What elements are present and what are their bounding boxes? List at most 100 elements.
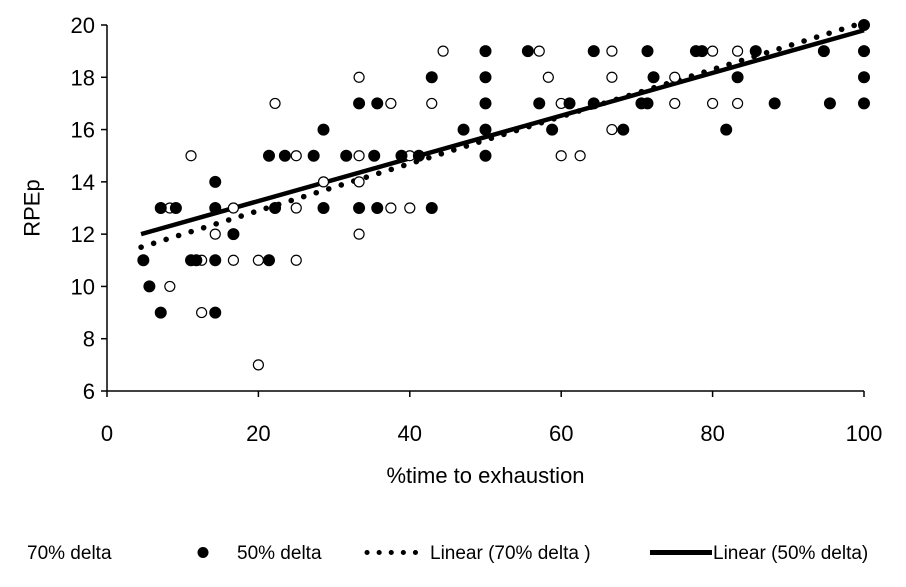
y-tick-label: 8: [83, 327, 95, 352]
point-70-delta: [353, 176, 365, 188]
point-70-delta: [290, 254, 302, 266]
point-50-delta: [154, 306, 167, 319]
point-50-delta: [587, 97, 600, 110]
point-50-delta: [143, 280, 156, 293]
point-70-delta: [227, 202, 240, 214]
y-tick-label: 16: [71, 118, 95, 143]
point-50-delta: [317, 123, 330, 136]
y-tick-label: 18: [71, 65, 95, 90]
point-50-delta: [479, 71, 492, 84]
point-70-delta: [404, 202, 416, 214]
legend-label-70-delta: 70% delta: [27, 543, 112, 564]
point-70-delta: [669, 97, 681, 110]
point-50-delta: [190, 254, 203, 267]
x-tick-label: 80: [700, 421, 724, 446]
point-70-delta: [353, 228, 365, 240]
point-70-delta: [606, 45, 618, 57]
axes: [106, 25, 864, 392]
point-70-delta: [252, 359, 264, 371]
point-50-delta: [209, 254, 222, 267]
point-50-delta: [154, 202, 167, 214]
point-50-delta: [425, 71, 438, 84]
point-50-delta: [368, 149, 381, 162]
point-50-delta: [533, 97, 546, 110]
y-tick-label: 6: [83, 379, 95, 404]
point-70-delta: [164, 280, 176, 293]
point-50-delta: [425, 202, 438, 214]
x-tick-label: 0: [101, 421, 113, 446]
x-tick-label: 20: [246, 421, 270, 446]
point-70-delta: [227, 254, 240, 266]
legend-marker-50-delta: [197, 547, 209, 558]
point-50-delta: [353, 97, 366, 110]
point-50-delta: [262, 254, 275, 267]
point-50-delta: [278, 149, 291, 162]
point-50-delta: [371, 97, 384, 110]
point-70-delta: [606, 71, 618, 83]
point-50-delta: [353, 202, 366, 214]
legend-label-linear-70: Linear (70% delta ): [430, 543, 591, 564]
point-70-delta: [437, 45, 449, 57]
point-70-delta: [426, 97, 438, 110]
legend-label-linear-50: Linear (50% delta): [713, 543, 868, 564]
point-70-delta: [706, 45, 719, 57]
point-70-delta: [533, 45, 545, 57]
point-50-delta: [731, 71, 744, 84]
point-70-delta: [555, 150, 567, 162]
legend: 70% delta 50% delta Linear (70% delta ) …: [27, 543, 868, 564]
y-tick-label: 10: [71, 274, 95, 299]
point-50-delta: [768, 97, 781, 110]
point-50-delta: [412, 149, 425, 162]
point-50-delta: [823, 97, 836, 110]
point-50-delta: [395, 149, 408, 162]
x-axis-title: %time to exhaustion: [386, 463, 584, 488]
point-50-delta: [587, 45, 600, 58]
point-70-delta: [542, 71, 554, 83]
x-tick-group: 0 20 40 60 80 100: [101, 391, 882, 446]
point-50-delta: [546, 123, 559, 136]
point-70-delta: [385, 202, 397, 214]
point-50-delta: [858, 97, 870, 110]
y-axis-title: RPEp: [20, 179, 45, 236]
point-50-delta: [227, 228, 240, 241]
point-50-delta: [317, 202, 330, 214]
point-70-delta: [669, 71, 681, 83]
x-tick-label: 40: [398, 421, 422, 446]
trendline-50-delta: [140, 28, 865, 237]
point-50-delta: [479, 149, 492, 162]
x-tick-label: 100: [846, 421, 883, 446]
legend-label-50-delta: 50% delta: [237, 543, 322, 564]
point-70-delta: [290, 202, 302, 214]
point-70-delta: [317, 176, 330, 188]
point-50-delta: [371, 202, 384, 214]
point-50-delta: [137, 254, 150, 267]
point-50-delta: [749, 45, 762, 58]
point-70-delta: [353, 150, 365, 162]
point-50-delta: [617, 123, 630, 136]
point-70-delta: [731, 97, 744, 110]
point-50-delta: [209, 202, 222, 214]
point-50-delta: [641, 97, 654, 110]
point-50-delta: [307, 149, 320, 162]
point-50-delta: [340, 149, 353, 162]
point-70-delta: [353, 71, 365, 83]
y-tick-label: 20: [71, 13, 95, 38]
point-70-delta: [252, 254, 264, 266]
trendline-70-delta: [138, 19, 867, 250]
point-70-delta: [185, 150, 197, 162]
y-tick-group: 6 8 10 12 14 16 18 20: [71, 13, 107, 404]
x-tick-label: 60: [549, 421, 573, 446]
point-50-delta: [641, 45, 654, 58]
point-50-delta: [858, 71, 870, 84]
point-70-delta: [196, 306, 208, 319]
point-70-delta: [706, 97, 719, 110]
point-50-delta: [479, 45, 492, 58]
point-70-delta: [269, 97, 281, 110]
y-tick-label: 14: [71, 170, 95, 195]
point-50-delta: [817, 45, 830, 58]
y-tick-label: 12: [71, 222, 95, 247]
point-70-delta: [731, 45, 744, 57]
data-points: [137, 19, 870, 371]
point-50-delta: [262, 149, 275, 162]
